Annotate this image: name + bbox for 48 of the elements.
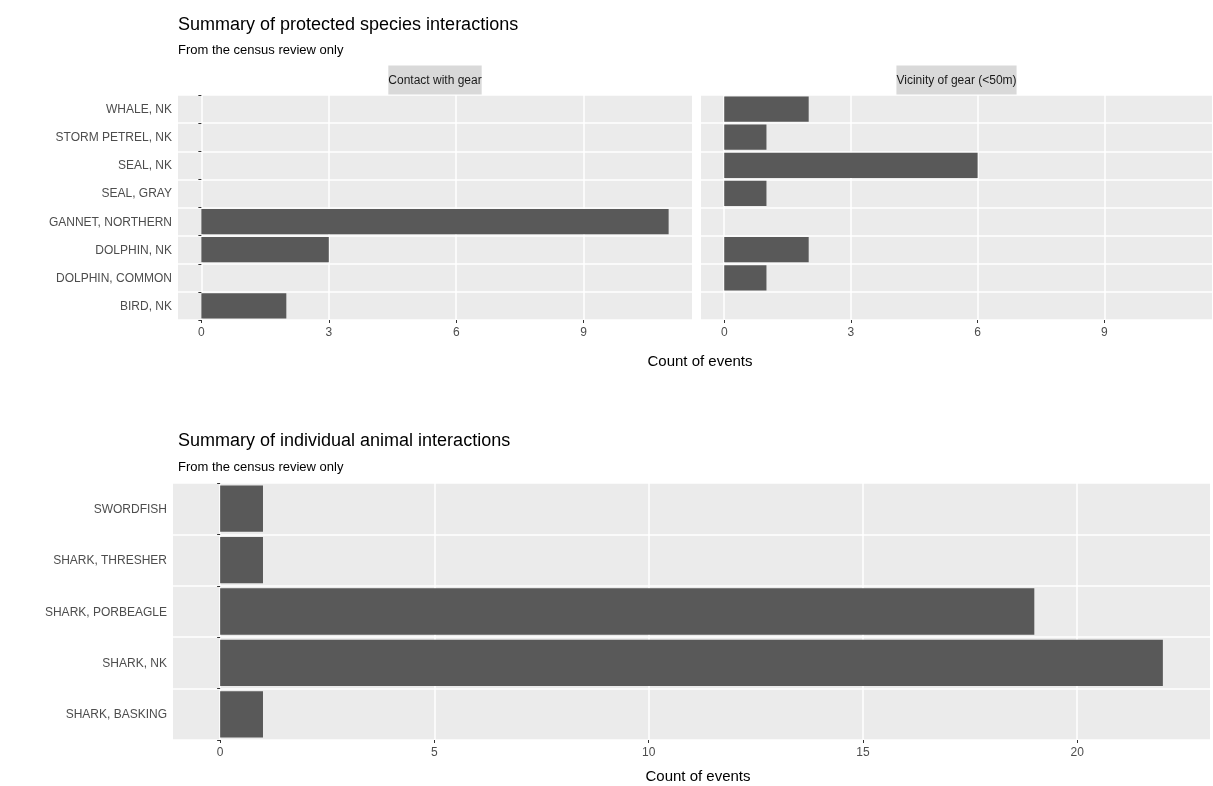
y-tick-label: SWORDFISH	[93, 501, 167, 516]
y-tick-label: SHARK, THRESHER	[53, 553, 168, 568]
text: Vicinity of gear (<50m)	[896, 73, 1017, 87]
bar	[724, 152, 978, 178]
y-tick-label: DOLPHIN, COMMON	[55, 270, 172, 285]
x-tick-label: 3	[847, 325, 855, 339]
x-tick-label: 6	[452, 325, 460, 339]
x-tick-label: 0	[216, 745, 224, 759]
y-tick-label: SHARK, PORBEAGLE	[44, 604, 167, 619]
x-axis-title: Count of events	[647, 352, 753, 369]
chart-subtitle: From the census review only	[178, 459, 344, 474]
bar	[201, 208, 669, 235]
x-tick-label: 9	[1100, 325, 1108, 339]
bar	[201, 293, 287, 319]
x-tick-label: 0	[198, 325, 206, 339]
bar	[724, 180, 767, 207]
x-tick-label: 5	[431, 745, 439, 759]
bar	[201, 237, 329, 263]
chart-title: Summary of protected species interactions	[178, 14, 519, 34]
y-tick-label: SEAL, NK	[117, 158, 172, 173]
x-axis-title: Count of events	[645, 767, 751, 784]
y-tick-label: GANNET, NORTHERN	[48, 214, 172, 229]
y-tick-label: SHARK, BASKING	[65, 707, 167, 722]
x-tick-label: 15	[856, 745, 870, 759]
y-tick-label: BIRD, NK	[119, 298, 172, 313]
bar	[724, 124, 767, 150]
y-tick-label: WHALE, NK	[105, 102, 172, 117]
bar	[220, 485, 263, 532]
x-tick-label: 0	[720, 325, 728, 339]
bar	[724, 265, 767, 291]
x-tick-label: 10	[641, 745, 656, 759]
text: Contact with gear	[388, 73, 482, 87]
y-tick-label: SHARK, NK	[102, 655, 167, 670]
chart-subtitle: From the census review only	[178, 42, 344, 57]
bar	[220, 639, 1163, 687]
bar	[724, 237, 809, 263]
bar	[220, 536, 263, 584]
x-tick-label: 3	[325, 325, 333, 339]
x-tick-label: 6	[974, 325, 982, 339]
chart-title: Summary of individual animal interactions	[178, 430, 511, 450]
bar	[724, 96, 809, 122]
bar	[220, 691, 263, 738]
y-tick-label: DOLPHIN, NK	[95, 242, 172, 257]
bar	[220, 588, 1035, 635]
x-tick-label: 9	[580, 325, 588, 339]
y-tick-label: SEAL, GRAY	[101, 186, 172, 201]
x-tick-label: 20	[1070, 745, 1085, 759]
y-tick-label: STORM PETREL, NK	[55, 130, 172, 145]
